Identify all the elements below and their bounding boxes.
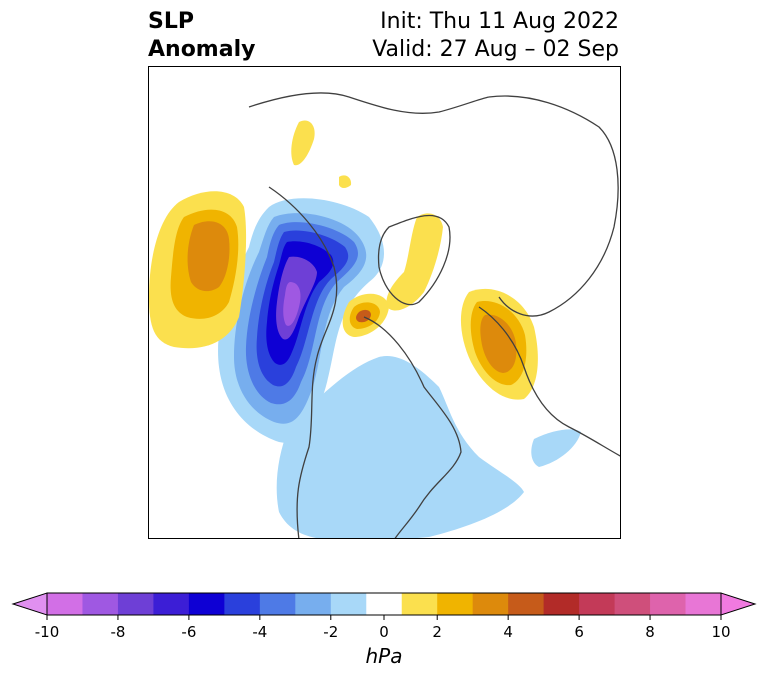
high-anomaly-greenland [291, 120, 315, 166]
high-anomaly-hudson [342, 293, 389, 337]
colorbar-tick-label: 8 [645, 623, 655, 641]
high-anomaly-arctic [386, 213, 443, 311]
colorbar-box [508, 593, 545, 615]
colorbar-box [579, 593, 616, 615]
colorbar-box [685, 593, 722, 615]
valid-range: Valid: 27 Aug – 02 Sep [372, 37, 619, 62]
title-line-2: Anomaly [148, 37, 256, 62]
high-hudson-3 [356, 309, 371, 323]
colorbar-box [330, 593, 367, 615]
high-anomaly-pacific [149, 191, 247, 349]
colorbar-box [259, 593, 296, 615]
high-anomaly-small [339, 175, 352, 188]
colorbar-tick-label: 4 [503, 623, 513, 641]
coast-eurasia [488, 95, 619, 317]
colorbar-ticks: -10 -8 -6 -4 -2 0 2 4 6 8 10 [35, 615, 731, 641]
colorbar-box [366, 593, 403, 615]
colorbar-tick-label: 6 [574, 623, 584, 641]
colorbar-box [543, 593, 580, 615]
map-canvas [149, 92, 620, 538]
colorbar-box [47, 593, 83, 615]
coast-europe [478, 306, 620, 457]
slp-anomaly-map [148, 66, 621, 539]
colorbar-under-arrow [11, 592, 48, 616]
colorbar-box [295, 593, 332, 615]
colorbar-boxes [47, 593, 722, 615]
colorbar-box [117, 593, 154, 615]
colorbar-box [472, 593, 509, 615]
coast-greenland [377, 214, 451, 306]
colorbar-tick-label: 0 [379, 623, 389, 641]
colorbar-box [224, 593, 261, 615]
low-anomaly-north-america [276, 356, 524, 538]
colorbar-box [188, 593, 225, 615]
colorbar-tick-label: -4 [252, 623, 267, 641]
low-contour-7 [283, 282, 301, 326]
colorbar-box [401, 593, 438, 615]
run-info: Init: Thu 11 Aug 2022 Valid: 27 Aug – 02… [372, 8, 619, 64]
colorbar: -10 -8 -6 -4 -2 0 2 4 6 8 10 [11, 592, 757, 641]
colorbar-tick-label: 10 [711, 623, 730, 641]
map-title: SLP Anomaly [148, 8, 255, 64]
colorbar-tick-label: 2 [432, 623, 442, 641]
colorbar-box [153, 593, 190, 615]
colorbar-box [614, 593, 651, 615]
high-anomaly-europe [460, 288, 538, 400]
colorbar-box [650, 593, 687, 615]
high-europe-3 [480, 314, 517, 373]
coast-north-america-east [363, 316, 462, 538]
colorbar-tick-label: -10 [35, 623, 60, 641]
colorbar-over-arrow [720, 592, 757, 616]
coastlines [248, 92, 620, 538]
colorbar-unit: hPa [365, 644, 403, 668]
coast-asia-north [248, 92, 490, 114]
low-anomaly-atlantic [531, 429, 581, 467]
colorbar-tick-label: -8 [110, 623, 125, 641]
coast-north-america-west [268, 186, 338, 538]
init-date: Init: Thu 11 Aug 2022 [380, 9, 619, 34]
title-line-1: SLP [148, 9, 194, 34]
colorbar-box [437, 593, 474, 615]
high-contour-3 [187, 221, 230, 292]
colorbar-tick-label: -6 [181, 623, 196, 641]
colorbar-tick-label: -2 [323, 623, 338, 641]
colorbar-box [82, 593, 119, 615]
